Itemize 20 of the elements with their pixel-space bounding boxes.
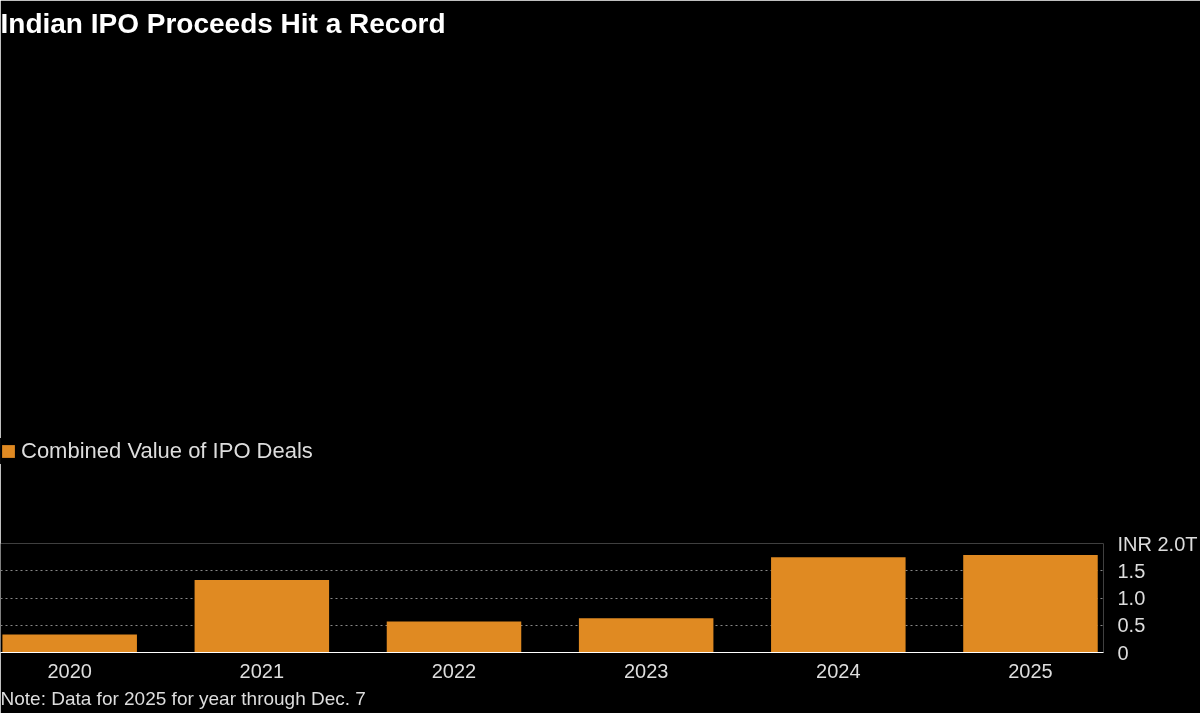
y-tick-label: 0.5 bbox=[1117, 614, 1146, 637]
bar bbox=[771, 557, 906, 653]
y-tick-label: 1.0 bbox=[1117, 587, 1146, 609]
y-tick-label: 1.5 bbox=[1117, 559, 1146, 582]
bar bbox=[963, 554, 1098, 653]
x-tick-label: 2022 bbox=[431, 659, 477, 682]
x-tick-label: 2025 bbox=[1008, 659, 1053, 682]
text: Note: Data for 2025 for year through Dec. 7 bbox=[0, 687, 366, 709]
x-tick-label: 2024 bbox=[816, 659, 861, 682]
legend-label: Combined Value of IPO Deals bbox=[21, 438, 313, 464]
bar bbox=[578, 618, 714, 653]
x-tick-label: 2020 bbox=[47, 659, 92, 682]
chart-title: Indian IPO Proceeds Hit a Record bbox=[0, 7, 446, 39]
bar bbox=[194, 580, 330, 653]
x-tick-label: 2021 bbox=[239, 659, 285, 682]
bar bbox=[386, 621, 522, 653]
y-tick-label: 0 bbox=[1117, 641, 1129, 664]
x-tick-label: 2023 bbox=[623, 659, 669, 682]
y-tick-label: INR 2.0T bbox=[1117, 532, 1198, 555]
bar bbox=[2, 634, 137, 653]
